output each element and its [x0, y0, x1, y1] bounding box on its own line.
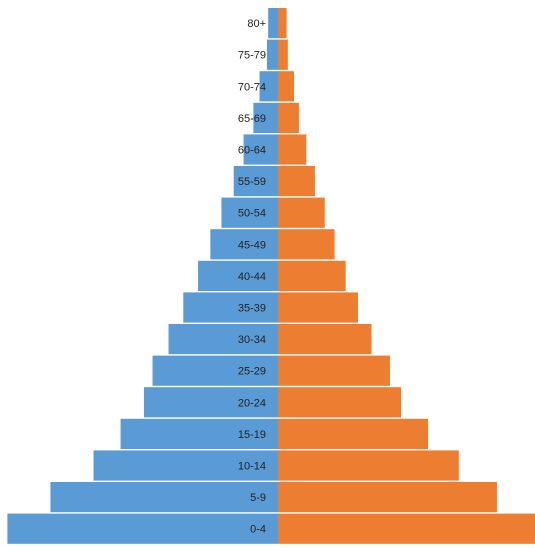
bar-left-60-64: [243, 134, 278, 165]
bar-left-50-54: [221, 197, 278, 228]
bar-left-40-44: [198, 260, 278, 291]
bar-left-25-29: [152, 355, 278, 386]
bar-right-25-29: [278, 355, 390, 386]
age-label-15-19: 15-19: [238, 429, 266, 441]
bar-left-10-14: [93, 450, 278, 481]
bar-left-5-9: [50, 482, 279, 513]
bar-right-10-14: [278, 450, 459, 481]
age-label-65-69: 65-69: [238, 113, 266, 125]
bar-right-30-34: [278, 324, 372, 355]
bar-right-5-9: [278, 482, 497, 513]
bar-left-45-49: [210, 229, 278, 260]
bar-right-60-64: [278, 134, 307, 165]
age-label-80-plus: 80+: [247, 18, 266, 30]
age-label-10-14: 10-14: [238, 461, 266, 473]
age-label-0-4: 0-4: [250, 524, 266, 536]
age-label-45-49: 45-49: [238, 239, 266, 251]
age-label-75-79: 75-79: [238, 50, 266, 62]
bar-left-75-79: [266, 39, 278, 70]
bar-left-80-plus: [268, 8, 278, 39]
bar-left-15-19: [120, 418, 278, 449]
bar-right-0-4: [278, 513, 535, 544]
age-label-30-34: 30-34: [238, 334, 266, 346]
bar-left-65-69: [253, 102, 278, 133]
bar-right-20-24: [278, 387, 401, 418]
age-label-20-24: 20-24: [238, 397, 266, 409]
bar-right-55-59: [278, 166, 315, 197]
bar-left-30-34: [168, 324, 278, 355]
age-label-50-54: 50-54: [238, 208, 266, 220]
age-label-55-59: 55-59: [238, 176, 266, 188]
age-label-5-9: 5-9: [250, 492, 266, 504]
bar-right-70-74: [278, 71, 294, 102]
bar-right-40-44: [278, 260, 346, 291]
bar-right-75-79: [278, 39, 288, 70]
age-label-35-39: 35-39: [238, 303, 266, 315]
age-label-60-64: 60-64: [238, 145, 266, 157]
age-labels-group: 80+ 75-79 70-74 65-69 60-64 55-59 50-54 45-49 40…: [238, 18, 266, 536]
bar-right-50-54: [278, 197, 325, 228]
bar-right-80-plus: [278, 8, 287, 39]
bar-left-55-59: [233, 166, 278, 197]
bar-right-35-39: [278, 292, 358, 323]
bar-left-70-74: [259, 71, 278, 102]
bar-left-20-24: [143, 387, 278, 418]
age-label-40-44: 40-44: [238, 271, 266, 283]
bars-group: [7, 8, 535, 544]
bar-right-45-49: [278, 229, 335, 260]
bar-left-0-4: [7, 513, 279, 544]
bar-right-65-69: [278, 102, 299, 133]
age-label-25-29: 25-29: [238, 366, 266, 378]
age-label-70-74: 70-74: [238, 81, 266, 93]
bar-right-15-19: [278, 418, 429, 449]
bar-left-35-39: [183, 292, 278, 323]
